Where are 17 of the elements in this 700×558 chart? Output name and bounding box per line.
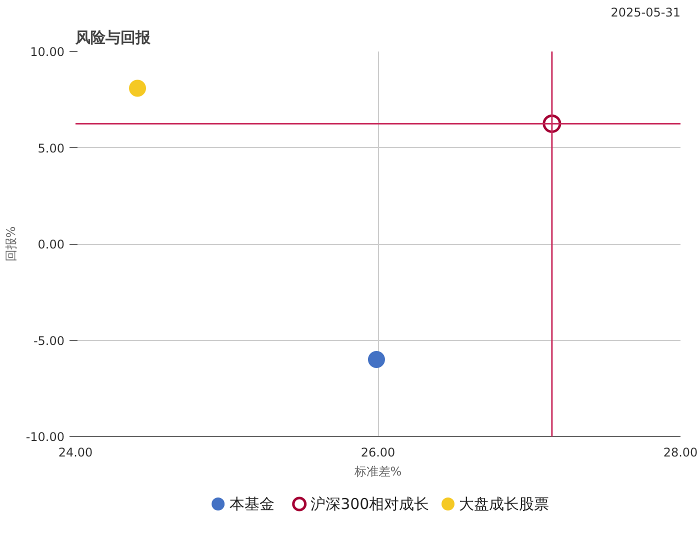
legend-label: 大盘成长股票 xyxy=(459,495,550,513)
y-axis-title: 回报% xyxy=(4,226,18,262)
legend-label: 沪深300相对成长 xyxy=(310,495,430,513)
x-tick-label: 24.00 xyxy=(58,446,93,460)
y-tick-label: -5.00 xyxy=(33,334,65,348)
chart-title: 风险与回报 xyxy=(74,28,152,46)
x-axis-title: 标准差% xyxy=(353,464,402,478)
y-tick-label: 10.00 xyxy=(30,45,65,59)
x-tick-label: 26.00 xyxy=(360,446,396,460)
y-tick-label: -10.00 xyxy=(26,430,65,444)
point xyxy=(129,80,146,97)
y-tick-label: 5.00 xyxy=(38,141,64,156)
x-tick-label: 28.00 xyxy=(663,446,698,460)
y-tick-label: 0.00 xyxy=(38,238,64,252)
text: 2025-05-31 xyxy=(610,6,681,20)
legend-label: 本基金 xyxy=(229,495,274,513)
point xyxy=(368,351,385,368)
